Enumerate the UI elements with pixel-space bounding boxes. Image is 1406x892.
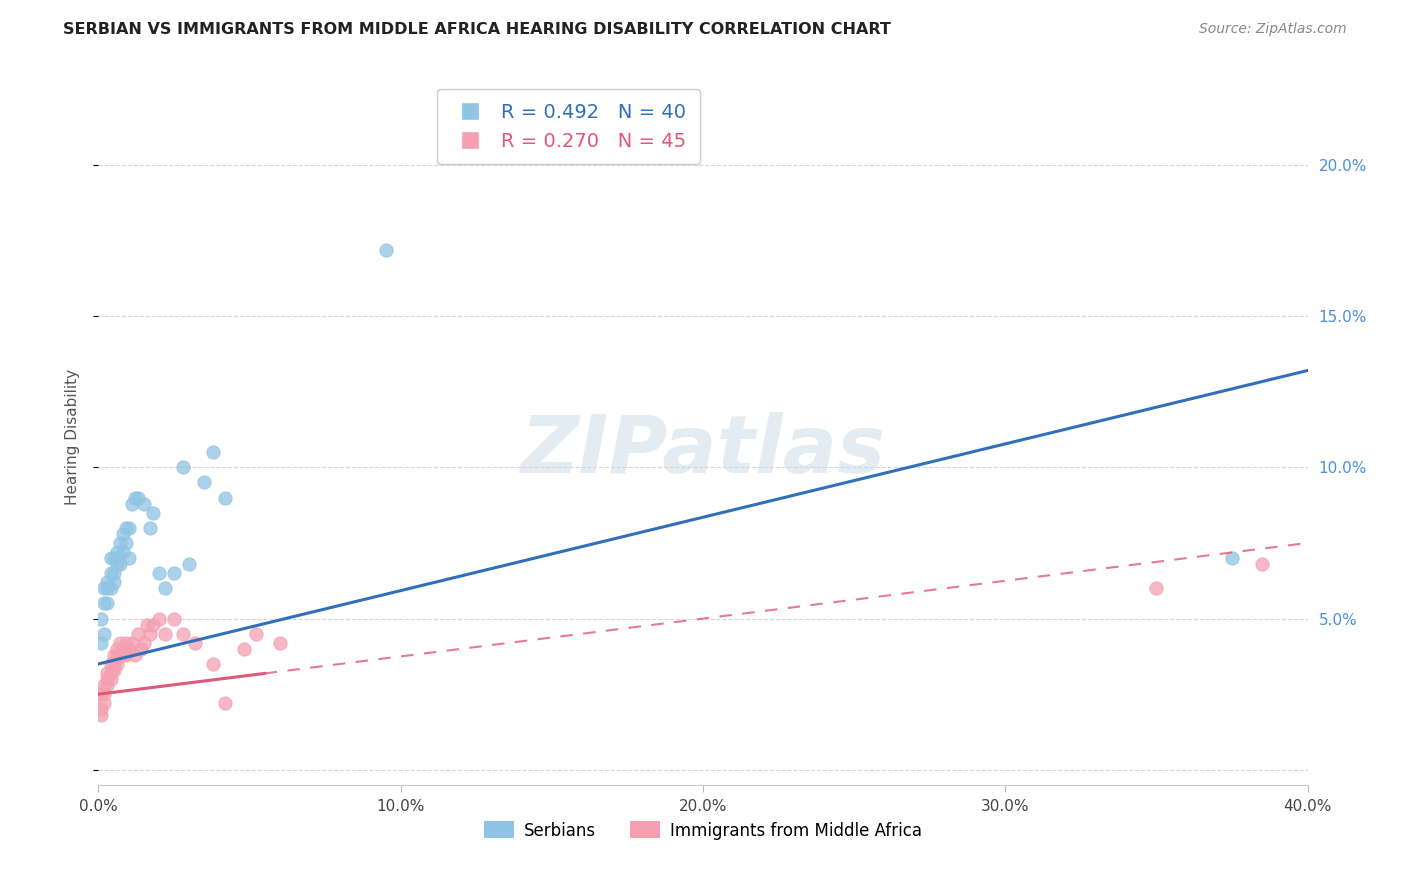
Point: [103, 575, 125, 590]
Point: [232, 641, 254, 656]
Point: [374, 243, 396, 257]
Point: [90, 636, 112, 650]
Point: [114, 636, 136, 650]
Point: [132, 497, 155, 511]
Point: [1144, 582, 1167, 596]
Point: [108, 557, 131, 571]
Y-axis label: Hearing Disability: Hearing Disability: [65, 369, 80, 505]
Point: [96, 672, 118, 686]
Point: [193, 475, 215, 490]
Point: [93, 696, 115, 710]
Legend: Serbians, Immigrants from Middle Africa: Serbians, Immigrants from Middle Africa: [478, 814, 928, 847]
Point: [103, 551, 125, 566]
Point: [172, 460, 194, 475]
Point: [142, 506, 165, 520]
Point: [93, 582, 115, 596]
Point: [105, 545, 128, 559]
Point: [118, 641, 141, 656]
Point: [127, 491, 149, 505]
Text: Source: ZipAtlas.com: Source: ZipAtlas.com: [1199, 22, 1347, 37]
Point: [142, 617, 165, 632]
Point: [105, 641, 128, 656]
Point: [114, 521, 136, 535]
Point: [214, 696, 236, 710]
Point: [100, 657, 122, 671]
Point: [90, 702, 112, 716]
Point: [124, 648, 146, 662]
Point: [118, 551, 141, 566]
Point: [148, 566, 170, 581]
Point: [129, 641, 152, 656]
Point: [90, 687, 112, 701]
Point: [135, 617, 157, 632]
Point: [111, 527, 134, 541]
Point: [153, 582, 176, 596]
Point: [121, 636, 143, 650]
Point: [111, 641, 134, 656]
Text: ZIPatlas: ZIPatlas: [520, 412, 886, 490]
Point: [127, 626, 149, 640]
Point: [124, 491, 146, 505]
Point: [100, 582, 122, 596]
Point: [153, 626, 176, 640]
Point: [179, 557, 201, 571]
Point: [111, 648, 134, 662]
Point: [148, 611, 170, 625]
Point: [105, 657, 128, 671]
Point: [132, 636, 155, 650]
Point: [1220, 551, 1243, 566]
Point: [202, 657, 225, 671]
Point: [90, 611, 112, 625]
Point: [184, 636, 207, 650]
Point: [100, 672, 122, 686]
Point: [108, 648, 131, 662]
Point: [103, 648, 125, 662]
Point: [121, 497, 143, 511]
Point: [202, 445, 225, 459]
Point: [93, 626, 115, 640]
Point: [111, 545, 134, 559]
Point: [100, 666, 122, 681]
Point: [90, 708, 112, 723]
Point: [103, 657, 125, 671]
Point: [114, 536, 136, 550]
Point: [139, 521, 162, 535]
Point: [96, 678, 118, 692]
Point: [96, 575, 118, 590]
Point: [93, 687, 115, 701]
Point: [114, 648, 136, 662]
Point: [163, 611, 186, 625]
Point: [269, 636, 291, 650]
Point: [96, 666, 118, 681]
Point: [93, 597, 115, 611]
Point: [118, 521, 141, 535]
Point: [139, 626, 162, 640]
Point: [172, 626, 194, 640]
Point: [108, 536, 131, 550]
Point: [105, 648, 128, 662]
Point: [93, 678, 115, 692]
Point: [108, 636, 131, 650]
Point: [103, 566, 125, 581]
Point: [214, 491, 236, 505]
Point: [245, 626, 267, 640]
Point: [100, 566, 122, 581]
Point: [163, 566, 186, 581]
Point: [105, 557, 128, 571]
Text: SERBIAN VS IMMIGRANTS FROM MIDDLE AFRICA HEARING DISABILITY CORRELATION CHART: SERBIAN VS IMMIGRANTS FROM MIDDLE AFRICA…: [63, 22, 891, 37]
Point: [103, 663, 125, 677]
Point: [1251, 557, 1274, 571]
Point: [96, 597, 118, 611]
Point: [96, 582, 118, 596]
Point: [100, 551, 122, 566]
